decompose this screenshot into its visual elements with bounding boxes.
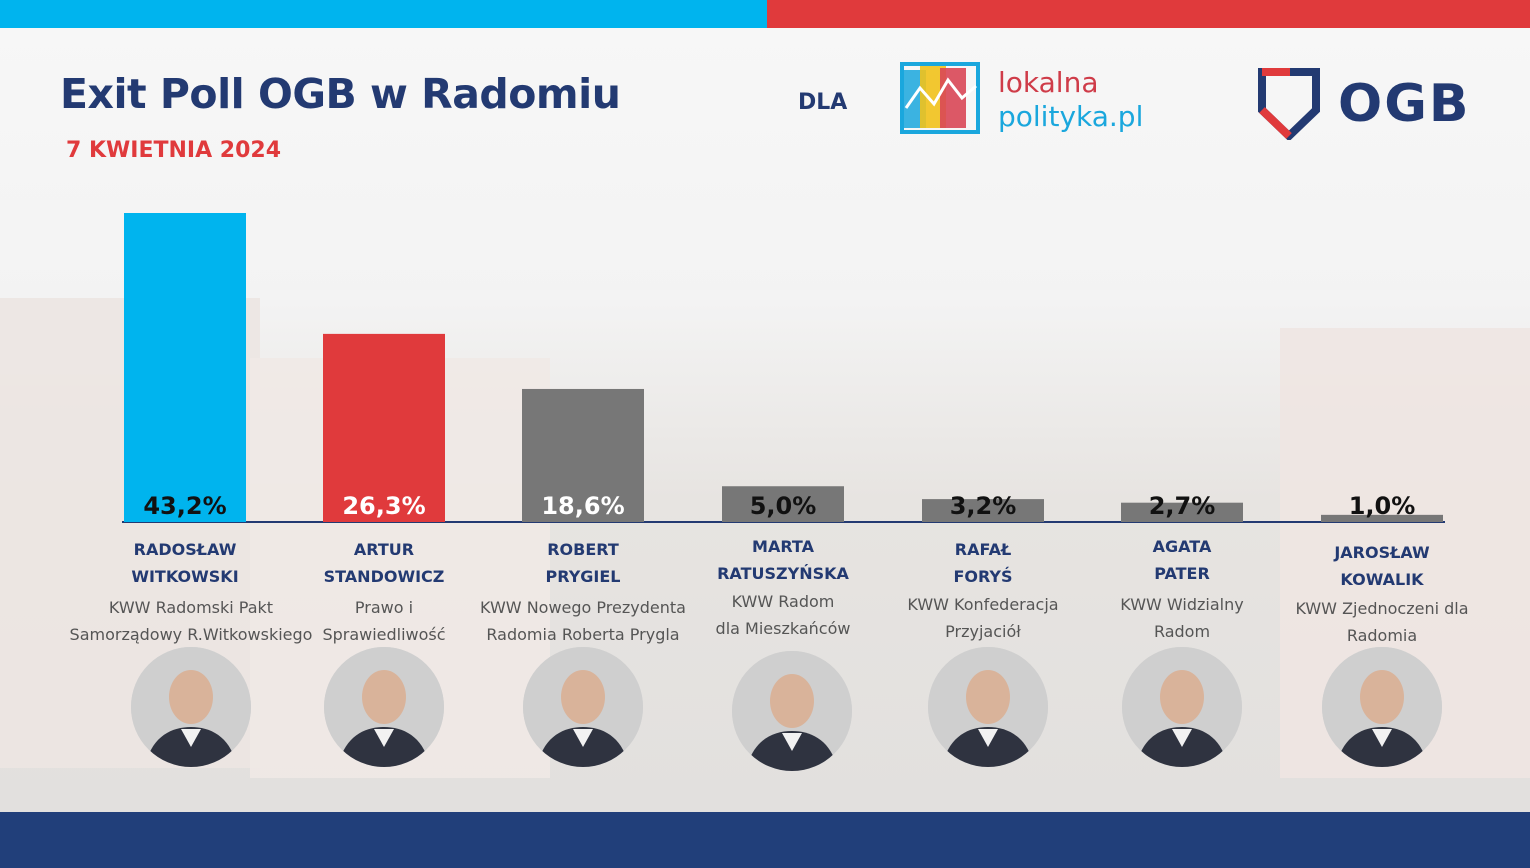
candidate-committee: KWW Widzialny Radom: [1047, 591, 1317, 645]
brand-logo-text: OGB: [1338, 74, 1471, 134]
partner-name-line2: polityka.pl: [998, 100, 1144, 133]
bar-value-label: 18,6%: [541, 492, 624, 520]
committee-line: Przyjaciół: [945, 622, 1021, 641]
top-accent-bar-blue: [0, 0, 767, 28]
bar-value-label: 2,7%: [1149, 492, 1216, 520]
committee-line: KWW Nowego Prezydenta: [480, 598, 686, 617]
committee-line: Sprawiedliwość: [322, 625, 446, 644]
candidate-first-name: AGATA: [1152, 537, 1212, 556]
candidate-name: RAFAŁ FORYŚ: [883, 536, 1083, 590]
poll-date: 7 KWIETNIA 2024: [66, 138, 282, 163]
bottom-band: [0, 812, 1530, 868]
candidate-photo-avatar: [523, 647, 643, 767]
candidate-name: ARTUR STANDOWICZ: [284, 536, 484, 590]
bar-6: [1121, 502, 1243, 522]
committee-line: KWW Radomski Pakt: [108, 598, 274, 617]
committee-line: Prawo i: [354, 598, 414, 617]
bar-2: [323, 333, 445, 522]
candidate-first-name: RAFAŁ: [954, 540, 1012, 559]
candidate-committee: KWW Radom dla Mieszkańców: [648, 588, 918, 642]
bar-4: [722, 486, 844, 522]
candidate-first-name: MARTA: [752, 537, 814, 556]
lokalna-polityka-logo-icon: [900, 62, 980, 134]
bar-value-label: 1,0%: [1349, 492, 1416, 520]
candidate-last-name: PATER: [1154, 564, 1210, 583]
candidate-name: RADOSŁAW WITKOWSKI: [85, 536, 285, 590]
page-title: Exit Poll OGB w Radomiu: [60, 70, 621, 118]
person-silhouette-icon: [928, 647, 1048, 767]
committee-line: Radomia Roberta Prygla: [486, 625, 680, 644]
candidate-last-name: WITKOWSKI: [131, 567, 239, 586]
bar-value-label: 43,2%: [143, 492, 226, 520]
candidate-last-name: PRYGIEL: [545, 567, 621, 586]
candidate-photo-avatar: [1122, 647, 1242, 767]
candidate-committee: Prawo i Sprawiedliwość: [249, 594, 519, 648]
candidate-first-name: JAROSŁAW: [1334, 543, 1430, 562]
committee-line: KWW Konfederacja: [907, 595, 1059, 614]
bar-5: [922, 499, 1044, 522]
candidate-first-name: RADOSŁAW: [133, 540, 237, 559]
candidate-last-name: RATUSZYŃSKA: [717, 564, 849, 583]
bar-value-label: 26,3%: [342, 492, 425, 520]
bar-3: [522, 388, 644, 522]
candidate-last-name: KOWALIK: [1340, 570, 1424, 589]
person-silhouette-icon: [1122, 647, 1242, 767]
candidate-photo-avatar: [928, 647, 1048, 767]
person-silhouette-icon: [732, 651, 852, 771]
candidate-committee: KWW Radomski Pakt Samorządowy R.Witkowski…: [56, 594, 326, 648]
candidate-name: MARTA RATUSZYŃSKA: [683, 533, 883, 587]
candidate-photo-avatar: [1322, 647, 1442, 767]
candidate-photo-avatar: [732, 651, 852, 771]
partner-name-line1: lokalna: [998, 66, 1099, 99]
bar-7: [1321, 514, 1443, 522]
person-silhouette-icon: [324, 647, 444, 767]
person-silhouette-icon: [131, 647, 251, 767]
candidate-committee: KWW Zjednoczeni dla Radomia: [1247, 595, 1517, 649]
committee-line: KWW Radom: [731, 592, 835, 611]
committee-line: Samorządowy R.Witkowskiego: [69, 625, 313, 644]
committee-line: Radomia: [1346, 626, 1418, 645]
top-accent-bar-red: [767, 0, 1530, 28]
candidate-committee: KWW Konfederacja Przyjaciół: [848, 591, 1118, 645]
candidate-photo-avatar: [324, 647, 444, 767]
committee-line: KWW Zjednoczeni dla: [1295, 599, 1469, 618]
committee-line: KWW Widzialny: [1120, 595, 1244, 614]
bar-value-label: 3,2%: [950, 492, 1017, 520]
candidate-name: JAROSŁAW KOWALIK: [1282, 539, 1482, 593]
committee-line: Radom: [1153, 622, 1211, 641]
committee-line: dla Mieszkańców: [715, 619, 851, 638]
candidate-last-name: FORYŚ: [953, 567, 1013, 586]
bar-1: [124, 213, 246, 522]
person-silhouette-icon: [523, 647, 643, 767]
candidate-committee: KWW Nowego Prezydenta Radomia Roberta Pry…: [448, 594, 718, 648]
candidate-first-name: ROBERT: [547, 540, 619, 559]
candidate-photo-avatar: [131, 647, 251, 767]
candidate-name: AGATA PATER: [1082, 533, 1282, 587]
for-label: DLA: [798, 90, 848, 115]
person-silhouette-icon: [1322, 647, 1442, 767]
candidate-first-name: ARTUR: [353, 540, 415, 559]
candidate-name: ROBERT PRYGIEL: [483, 536, 683, 590]
ogb-shield-icon: [1258, 68, 1320, 140]
bar-value-label: 5,0%: [750, 492, 817, 520]
candidate-last-name: STANDOWICZ: [323, 567, 445, 586]
